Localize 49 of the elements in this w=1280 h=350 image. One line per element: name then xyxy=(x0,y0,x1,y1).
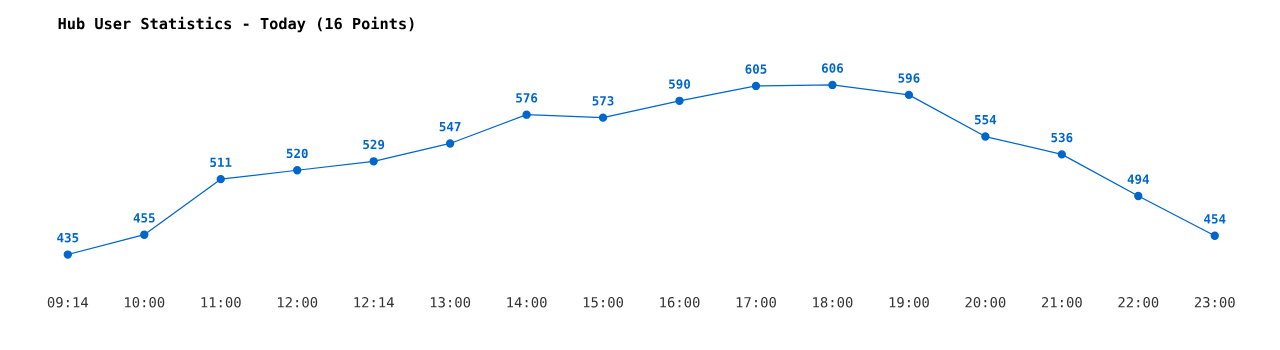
data-label: 494 xyxy=(1127,174,1150,184)
data-label: 520 xyxy=(286,148,308,159)
x-tick-label: 09:14 xyxy=(47,296,89,308)
data-label: 554 xyxy=(974,115,997,125)
x-tick-label: 11:00 xyxy=(201,296,241,308)
point xyxy=(445,139,455,148)
x-tick-label: 14:00 xyxy=(507,296,547,308)
data-label: 605 xyxy=(745,64,767,74)
data-label: 606 xyxy=(821,63,844,73)
data-label: 576 xyxy=(516,93,538,103)
x-tick-label: 18:00 xyxy=(813,296,853,308)
data-label: 455 xyxy=(133,213,155,223)
data-label: 590 xyxy=(669,79,691,89)
x-tick-label: 20:00 xyxy=(965,296,1006,308)
data-label: 454 xyxy=(1204,214,1226,224)
point xyxy=(522,110,531,119)
x-tick-label: 22:00 xyxy=(1118,296,1159,308)
point xyxy=(981,132,990,141)
x-tick-label: 21:00 xyxy=(1041,296,1082,308)
point xyxy=(751,81,761,91)
point xyxy=(904,90,914,100)
point xyxy=(1134,191,1143,201)
x-tick-label: 16:00 xyxy=(660,296,700,308)
data-label: 435 xyxy=(57,232,79,243)
point xyxy=(675,96,684,105)
chart-title: Hub User Statistics - Today (16 Points) xyxy=(58,16,414,33)
point xyxy=(140,230,149,239)
x-tick-label: 19:00 xyxy=(889,296,929,308)
x-tick-label: 23:00 xyxy=(1194,296,1235,308)
x-tick-label: 12:00 xyxy=(277,296,318,308)
data-label: 511 xyxy=(210,157,232,168)
point xyxy=(598,113,608,122)
x-tick-label: 10:00 xyxy=(125,296,165,308)
x-tick-label: 13:00 xyxy=(430,296,471,308)
x-tick-label: 15:00 xyxy=(583,296,624,308)
data-label: 536 xyxy=(1051,132,1073,143)
point xyxy=(828,80,837,90)
x-tick-label: 12:14 xyxy=(354,296,394,308)
data-label: 529 xyxy=(363,139,385,150)
x-tick-label: 17:00 xyxy=(736,296,776,308)
point xyxy=(216,175,225,184)
point xyxy=(369,157,378,166)
point xyxy=(63,250,72,259)
point xyxy=(1057,150,1066,159)
data-label: 547 xyxy=(439,122,461,132)
point xyxy=(1210,231,1219,240)
data-label: 573 xyxy=(592,96,614,106)
data-label: 596 xyxy=(898,73,920,83)
point xyxy=(293,166,302,175)
